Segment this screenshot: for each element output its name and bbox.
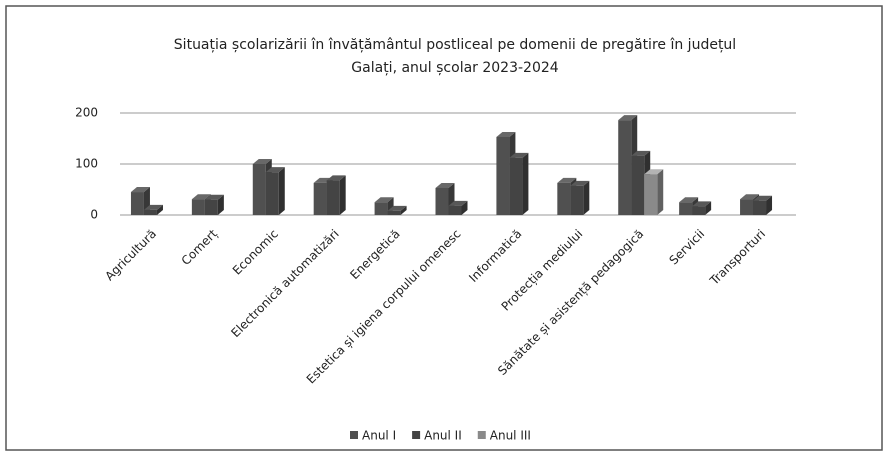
bar-side xyxy=(278,167,285,215)
bar-side xyxy=(339,175,346,215)
bar-side xyxy=(583,180,590,215)
bar-top xyxy=(191,194,211,200)
legend-label: Anul II xyxy=(424,429,462,443)
bar-top xyxy=(679,197,699,203)
bar xyxy=(570,185,584,215)
bar xyxy=(448,205,462,215)
bar xyxy=(130,192,144,215)
bar xyxy=(143,209,157,215)
legend-label: Anul III xyxy=(490,429,531,443)
bar xyxy=(374,202,388,215)
bar-top xyxy=(557,177,577,183)
bar-top xyxy=(631,150,651,156)
bar-top xyxy=(448,200,468,206)
bar-top xyxy=(509,152,529,158)
bar xyxy=(387,210,401,215)
bar xyxy=(692,206,706,215)
bar xyxy=(435,187,449,215)
bar xyxy=(191,199,205,215)
bar-top xyxy=(374,197,394,203)
bar-top xyxy=(692,201,712,207)
bar-side xyxy=(657,169,664,215)
bar-top xyxy=(326,175,346,181)
bar xyxy=(557,182,571,215)
bar-top xyxy=(435,182,455,188)
bar-top xyxy=(252,159,272,164)
bar xyxy=(631,155,645,215)
bar xyxy=(204,199,218,215)
bar-top xyxy=(204,194,224,200)
bar-top xyxy=(570,180,590,186)
legend-swatch xyxy=(477,431,486,439)
bar-top xyxy=(618,115,638,121)
y-tick-label: 200 xyxy=(75,106,98,120)
legend-label: Anul I xyxy=(362,429,396,443)
y-tick-label: 0 xyxy=(90,208,98,222)
legend-swatch xyxy=(350,431,358,439)
bar-side xyxy=(461,200,468,215)
bar xyxy=(313,182,327,215)
bar xyxy=(252,164,266,215)
bar-side xyxy=(400,205,407,215)
legend-swatch xyxy=(412,431,421,439)
bar-top xyxy=(387,205,407,211)
chart-frame xyxy=(5,5,883,451)
bar-top xyxy=(753,195,773,201)
bar-top xyxy=(740,194,760,200)
bar xyxy=(509,157,523,215)
bar xyxy=(740,199,754,215)
bar-side xyxy=(522,152,529,215)
bar-top xyxy=(496,131,516,137)
bar-side xyxy=(705,201,712,215)
bar xyxy=(644,174,658,215)
bar-top xyxy=(130,187,150,193)
bar-side xyxy=(766,195,773,215)
bar xyxy=(618,120,632,215)
y-tick-label: 100 xyxy=(75,157,98,171)
bar xyxy=(265,172,279,215)
bar-side xyxy=(217,194,224,215)
chart-title: Situația școlarizării în învățământul po… xyxy=(174,37,736,53)
bar-top xyxy=(644,169,664,175)
bar-top xyxy=(143,204,163,210)
chart-title: Galați, anul școlar 2023-2024 xyxy=(351,60,558,76)
bar xyxy=(753,200,767,215)
bar xyxy=(326,180,340,215)
bar-side xyxy=(156,204,163,215)
bar-top xyxy=(265,167,285,173)
bar xyxy=(496,136,510,215)
bar xyxy=(679,202,693,215)
